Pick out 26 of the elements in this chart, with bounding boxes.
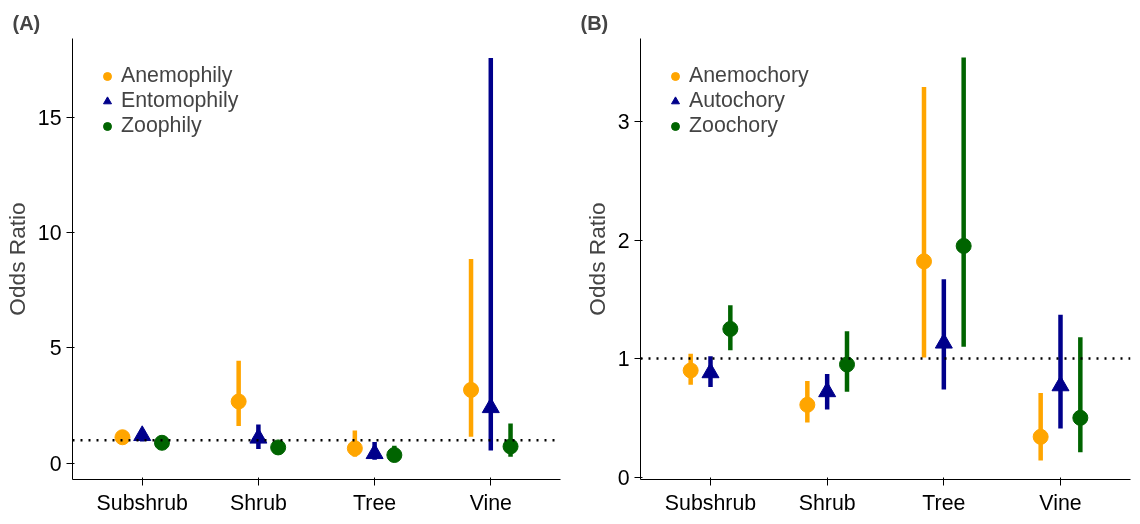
- y-axis-title: Odds Ratio: [3, 202, 30, 316]
- x-tick-label: Tree: [353, 490, 397, 515]
- legend-label: Anemophily: [121, 63, 233, 88]
- x-tick-label: Shrub: [229, 490, 287, 515]
- legend-label: Autochory: [689, 88, 786, 113]
- legend-label: Zoochory: [689, 113, 778, 138]
- x-tick-label: Subshrub: [96, 490, 188, 515]
- y-tick-label: 10: [37, 220, 62, 245]
- x-tick-label: Shrub: [798, 490, 856, 515]
- y-tick-label: 1: [617, 347, 630, 372]
- legend-label: Zoophily: [121, 113, 202, 138]
- x-tick-label: Vine: [469, 490, 512, 515]
- x-tick-label: Tree: [922, 490, 966, 515]
- y-tick-label: 5: [49, 336, 62, 361]
- legend-label: Anemochory: [689, 63, 809, 88]
- y-tick-label: 2: [617, 228, 630, 253]
- chart-title: (A): [12, 11, 41, 34]
- y-tick-label: 3: [617, 109, 630, 134]
- y-tick-label: 15: [37, 105, 62, 130]
- x-tick-label: Vine: [1039, 490, 1082, 515]
- x-tick-label: Subshrub: [664, 490, 757, 515]
- y-axis-title: Odds Ratio: [583, 202, 610, 316]
- legend-label: Entomophily: [121, 88, 239, 113]
- y-tick-label: 0: [49, 451, 62, 476]
- y-tick-label: 0: [617, 465, 630, 490]
- chart-title: (B): [580, 11, 609, 34]
